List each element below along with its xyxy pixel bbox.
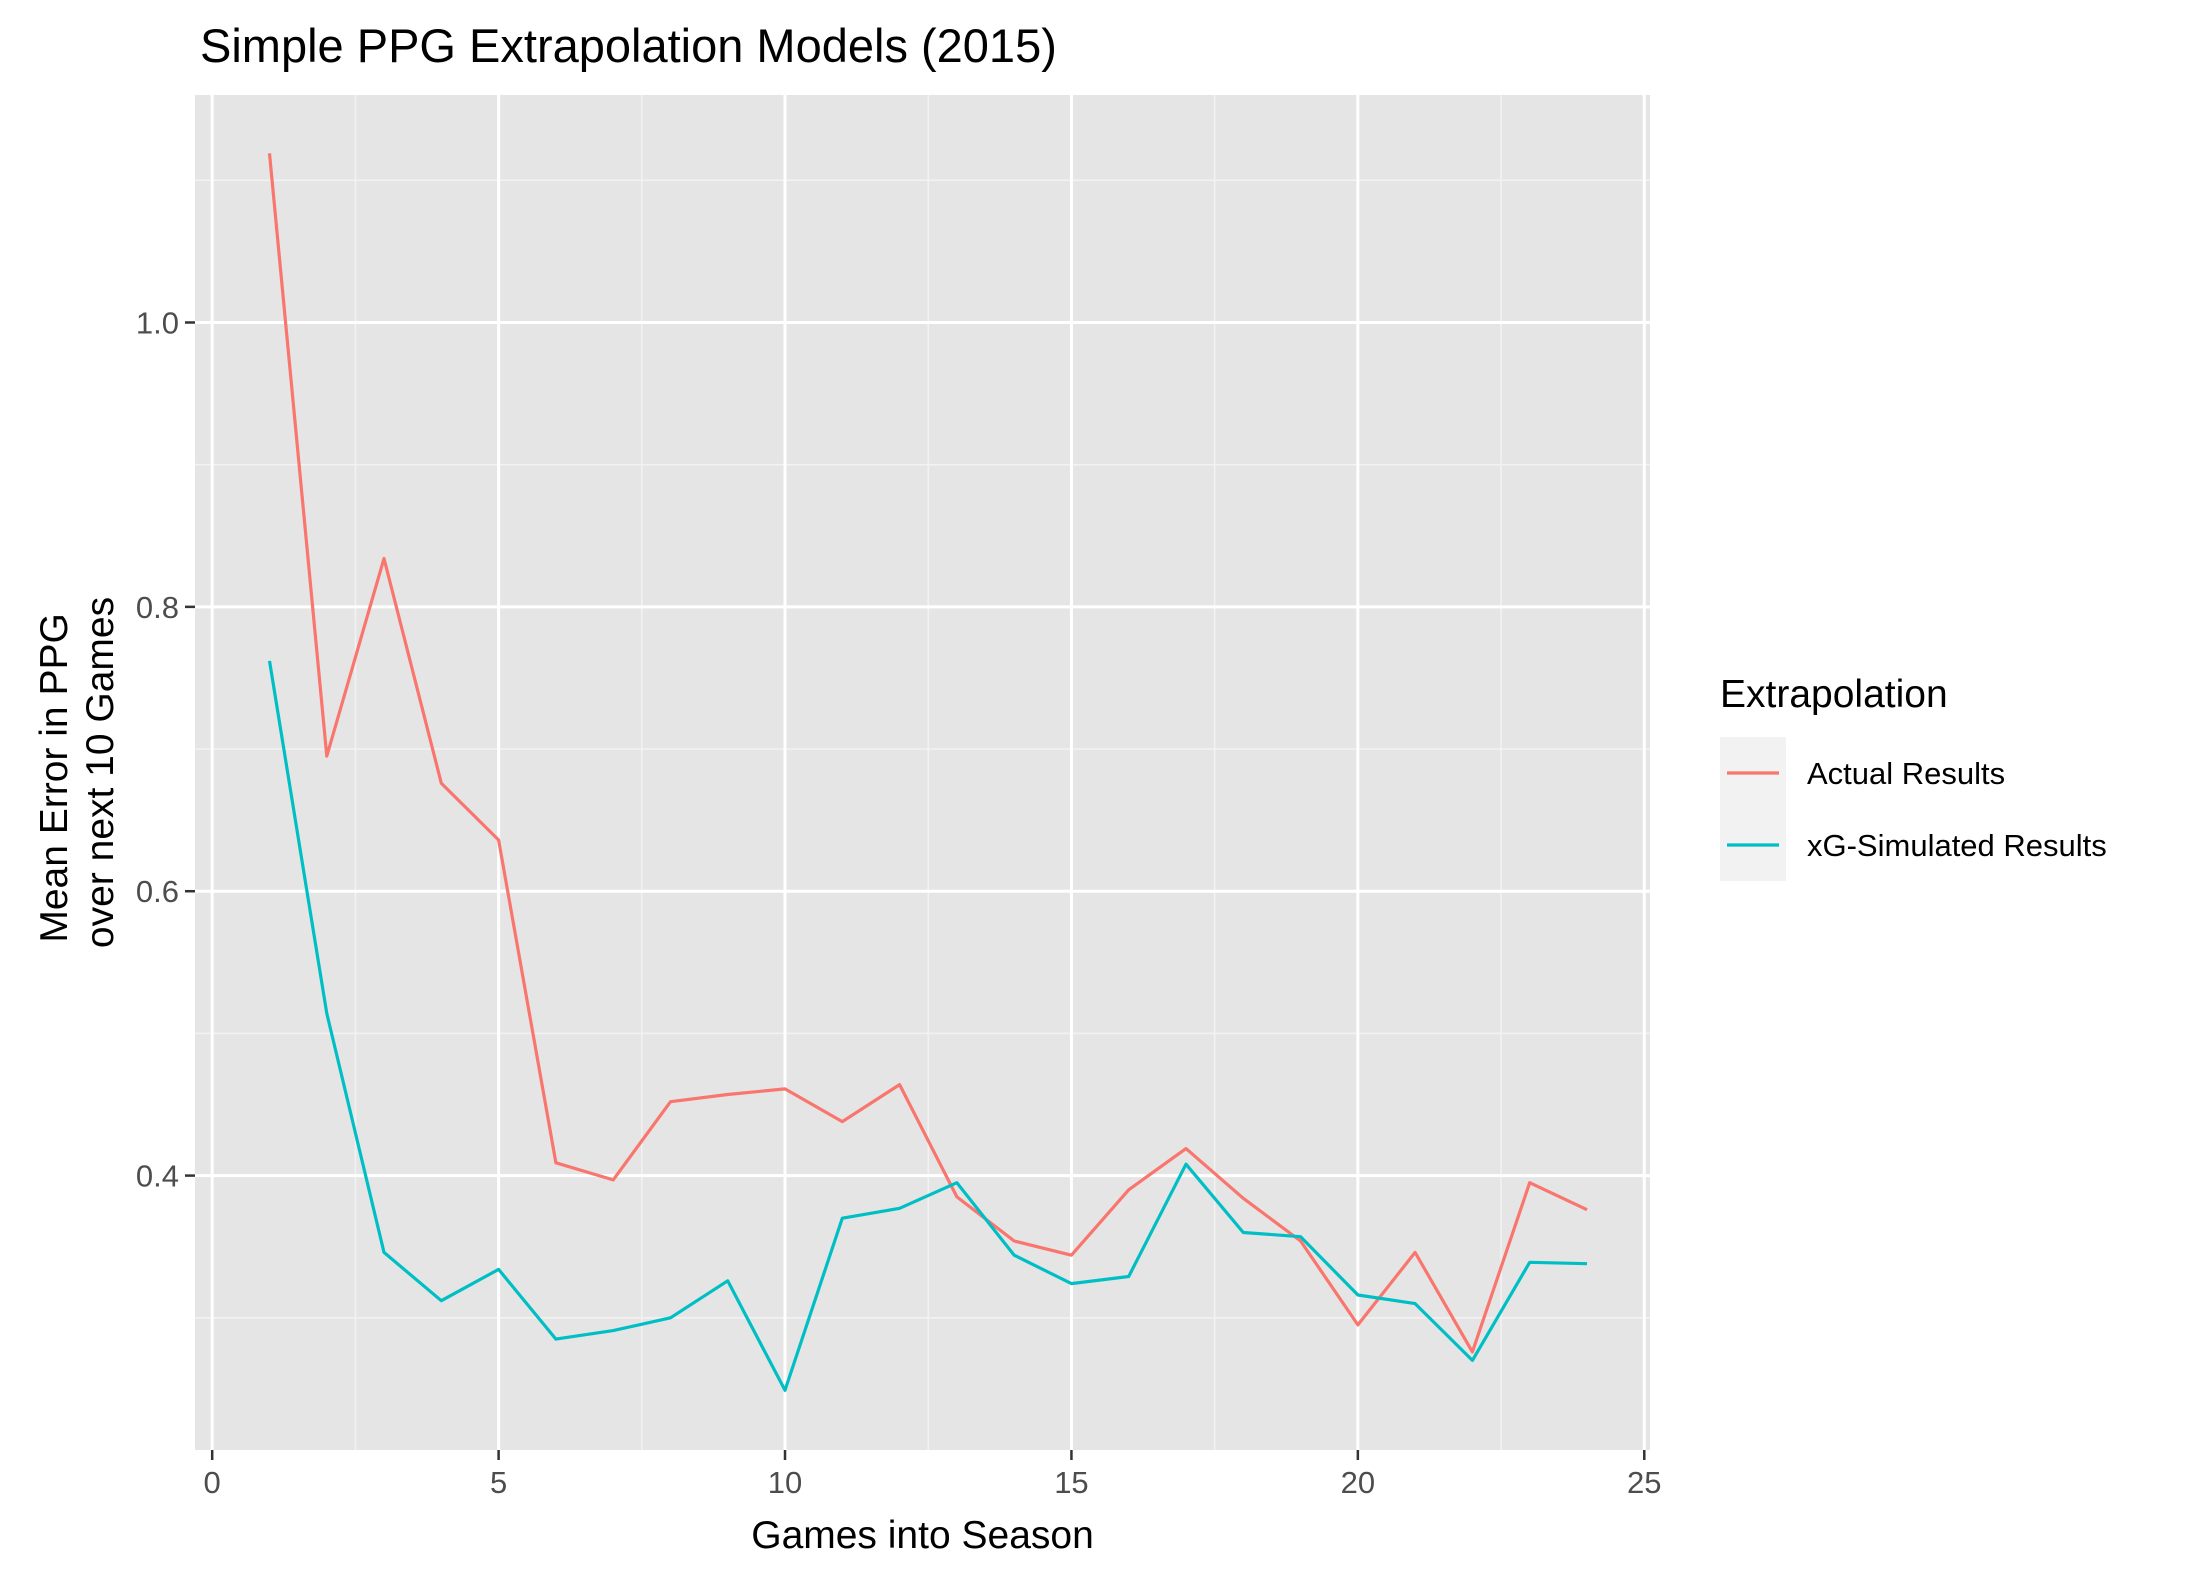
minor-grid [195, 95, 1650, 1450]
x-tick-label: 5 [490, 1465, 507, 1500]
legend-title: Extrapolation [1720, 673, 1948, 716]
x-tick-label: 25 [1627, 1465, 1661, 1500]
y-axis-title: Mean Error in PPG over next 10 Games [33, 597, 122, 948]
x-tick-label: 15 [1054, 1465, 1088, 1500]
series-lines [267, 153, 1588, 1392]
legend-label-2: xG-Simulated Results [1807, 828, 2107, 863]
y-axis-title-line-2: over next 10 Games [79, 597, 122, 948]
series-line-1 [267, 153, 1588, 1354]
y-tick-label: 0.4 [136, 1159, 179, 1194]
legend: Extrapolation Actual Results xG-Simulated… [1720, 673, 2107, 881]
y-axis: 0.4 0.6 0.8 1.0 [136, 305, 195, 1194]
y-axis-title-line-1: Mean Error in PPG [33, 613, 76, 942]
y-tick-label: 1.0 [136, 305, 179, 340]
plot-panel [195, 95, 1650, 1450]
x-tick-label: 20 [1341, 1465, 1375, 1500]
legend-label-1: Actual Results [1807, 756, 2005, 791]
y-tick-label: 0.6 [136, 874, 179, 909]
x-tick-label: 10 [768, 1465, 802, 1500]
major-grid [195, 95, 1650, 1450]
plot-background [195, 95, 1650, 1450]
x-axis: 0 5 10 15 20 25 [204, 1450, 1662, 1500]
chart-title: Simple PPG Extrapolation Models (2015) [200, 19, 1057, 72]
x-tick-label: 0 [204, 1465, 221, 1500]
series-line-2 [267, 660, 1588, 1392]
y-tick-label: 0.8 [136, 590, 179, 625]
x-axis-title: Games into Season [751, 1514, 1094, 1557]
